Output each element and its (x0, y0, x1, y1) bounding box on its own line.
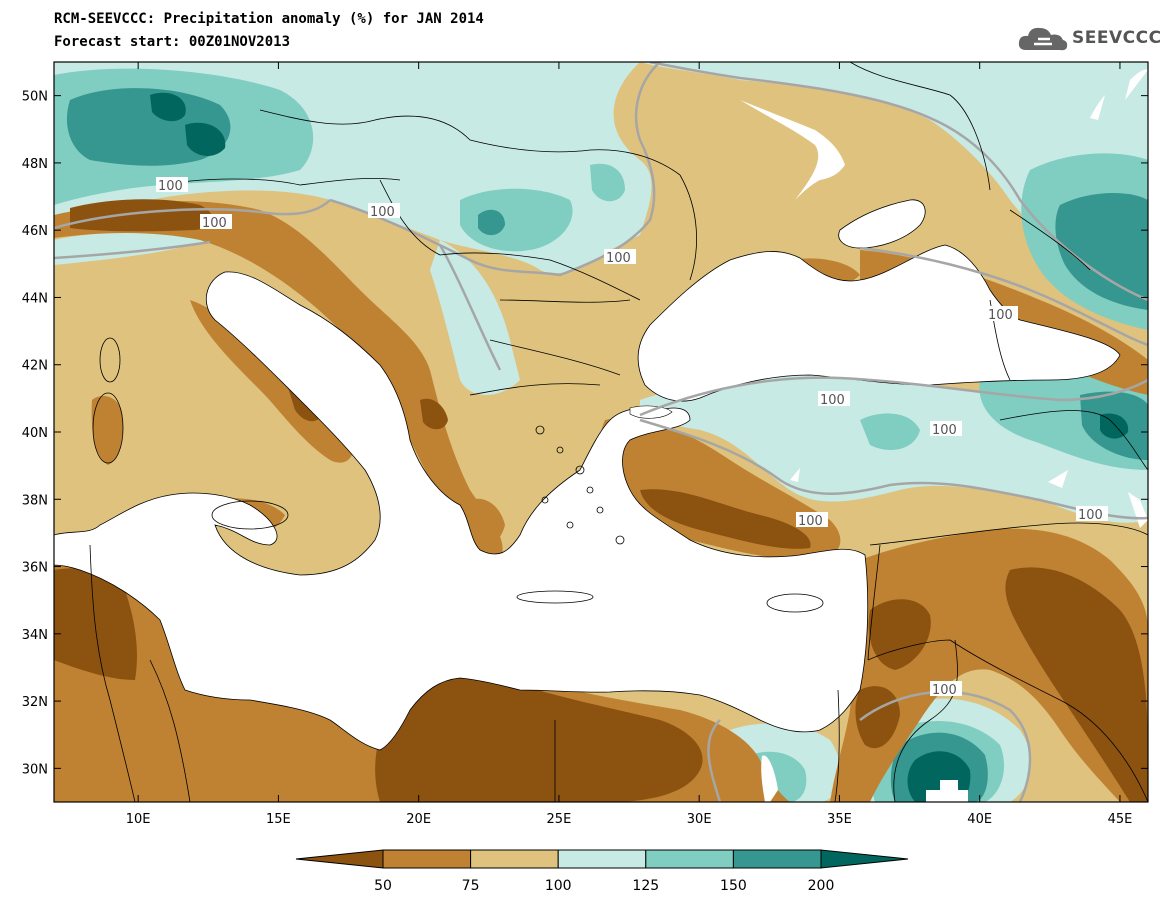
lon-tick-label: 10E (126, 812, 151, 827)
contour-label: 100 (818, 391, 850, 408)
dry-region-50-turkey (640, 489, 811, 549)
colorbar-label: 100 (545, 878, 572, 894)
wet-region-alps-strip (54, 232, 210, 265)
russia-river-2 (1125, 69, 1148, 100)
dry-region-greece (467, 498, 505, 545)
lon-tick-label: 45E (1108, 812, 1133, 827)
dry-region-italy (190, 300, 354, 463)
wet-region-125-ukraine (590, 163, 625, 202)
longitude-axis: 10E 15E 20E 25E 30E 35E 40E 45E (126, 62, 1133, 827)
country-borders (89, 62, 1148, 802)
wet-region-200-europe (150, 92, 186, 122)
svg-text:100: 100 (820, 393, 845, 408)
wet-region-125-turkey (860, 413, 920, 450)
map-title: RCM-SEEVCCC: Precipitation anomaly (%) f… (54, 11, 484, 27)
wet-region-ne-europe (640, 62, 1148, 300)
svg-text:100: 100 (1078, 508, 1103, 523)
colorbar: 50 75 100 125 150 200 (295, 849, 909, 894)
island-outlines (92, 337, 824, 613)
wet-region-200-europe-2 (185, 122, 226, 156)
contour-label: 100 (200, 214, 232, 231)
svg-text:100: 100 (988, 308, 1013, 323)
latitude-axis: 30N 32N 34N 36N 38N 40N 42N 44N 46N 48N 50N (22, 90, 1148, 777)
lat-tick-label: 40N (22, 426, 48, 441)
colorbar-label: 50 (374, 878, 392, 894)
lon-tick-label: 30E (687, 812, 712, 827)
svg-text:100: 100 (158, 179, 183, 194)
contour-label: 100 (1076, 506, 1108, 523)
wet-region-150-pannonia (478, 209, 505, 236)
colorbar-arrow-high (820, 849, 909, 869)
svg-text:100: 100 (932, 683, 957, 698)
svg-text:100: 100 (606, 251, 631, 266)
contour-label: 100 (930, 681, 962, 698)
contour-label: 100 (986, 306, 1018, 323)
wet-region-125-pannonia (460, 188, 573, 252)
svg-text:100: 100 (370, 205, 395, 220)
red-sea-gulf (761, 755, 778, 802)
colorbar-box (470, 849, 559, 869)
sea-of-azov (838, 199, 926, 249)
lon-tick-label: 25E (547, 812, 572, 827)
mediterranean-sea (54, 271, 869, 751)
dry-region-50-libya (375, 674, 703, 802)
colorbar-label: 150 (720, 878, 747, 894)
ukraine-lake (740, 100, 845, 200)
colorbar-box (732, 849, 822, 869)
colorbar-box (645, 849, 734, 869)
colorbar-label: 200 (808, 878, 835, 894)
russia-river-1 (1090, 95, 1105, 120)
colorbar-box (557, 849, 647, 869)
turkey-white-patch (790, 468, 800, 482)
lat-tick-label: 42N (22, 359, 48, 374)
logo-text: SEEVCCC (1072, 28, 1162, 48)
lon-tick-label: 35E (827, 812, 852, 827)
lat-tick-label: 50N (22, 90, 48, 105)
dry-region-50-balkans (420, 398, 448, 430)
lat-tick-label: 36N (22, 561, 48, 576)
colorbar-label: 75 (462, 878, 480, 894)
cloud-icon (1018, 27, 1068, 51)
lat-tick-label: 34N (22, 628, 48, 643)
dry-region-50-levant (868, 599, 931, 670)
colorbar-arrow-low (295, 849, 384, 869)
wet-region-150-russia (1055, 193, 1148, 310)
lon-tick-label: 40E (967, 812, 992, 827)
seevccc-logo: SEEVCCC (1016, 22, 1161, 58)
dry-region-50-alps (70, 199, 213, 232)
lat-tick-label: 38N (22, 493, 48, 508)
contour-label: 100 (930, 421, 962, 438)
lat-tick-label: 48N (22, 157, 48, 172)
contour-label: 100 (604, 249, 636, 266)
dry-region-50-jordan (855, 686, 900, 749)
dry-region-sardinia (91, 396, 123, 465)
forecast-start-subtitle: Forecast start: 00Z01NOV2013 (54, 34, 291, 50)
svg-text:100: 100 (798, 514, 823, 529)
colorbar-box (382, 849, 472, 869)
lon-tick-label: 20E (406, 812, 431, 827)
lon-tick-label: 15E (266, 812, 291, 827)
contour-labels: 100 100 100 100 100 100 100 100 100 100 (156, 177, 1108, 698)
lat-tick-label: 44N (22, 291, 48, 306)
map-field: 100 100 100 100 100 100 100 100 100 100 (54, 62, 1148, 802)
contour-label: 100 (796, 512, 828, 529)
arabia-white-patch (926, 780, 968, 802)
contour-label: 100 (368, 203, 400, 220)
svg-text:100: 100 (932, 423, 957, 438)
colorbar-label: 125 (632, 878, 659, 894)
contour-label: 100 (156, 177, 188, 194)
lat-tick-label: 32N (22, 695, 48, 710)
lat-tick-label: 46N (22, 224, 48, 239)
svg-text:100: 100 (202, 216, 227, 231)
contour-100-lines (54, 62, 1148, 802)
caucasus-white-patch (1048, 470, 1068, 488)
lat-tick-label: 30N (22, 762, 48, 777)
